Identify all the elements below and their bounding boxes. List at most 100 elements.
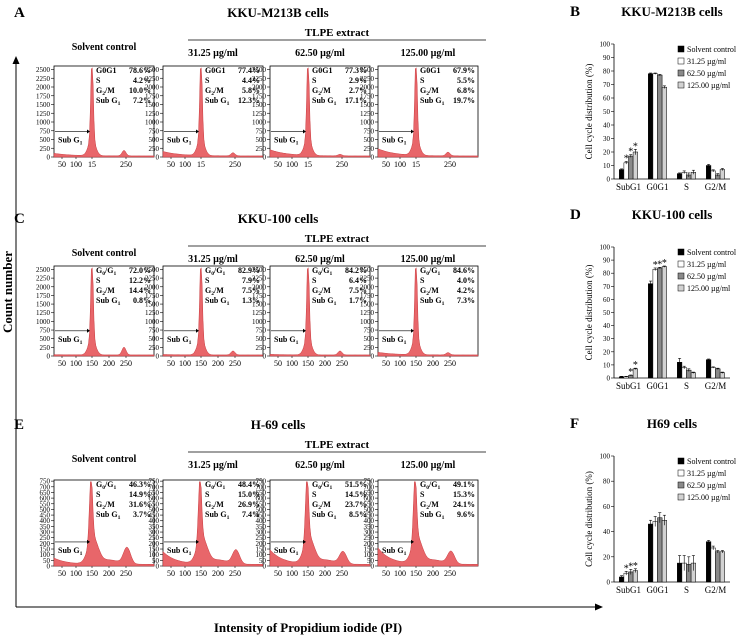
y-tick-label: 1500 [36, 301, 51, 309]
y-tick-label: 100 [364, 551, 375, 559]
y-tick-label: 50 [259, 557, 267, 565]
significance-mark: * [633, 561, 638, 572]
y-tick-label: 700 [40, 483, 51, 491]
y-tick-label: 50 [152, 557, 160, 565]
x-tick-label: 250 [336, 359, 348, 368]
y-tick-label: 2000 [252, 84, 267, 92]
panel-letter-D: D [570, 207, 581, 223]
histogram-panel: 62.50 µg/ml05010015020025030035040045050… [256, 460, 371, 578]
y-tick-label: 350 [364, 523, 375, 531]
bar [648, 523, 654, 583]
subg1-marker-label: Sub G1 [58, 335, 83, 346]
y-tick-label: 600 [364, 495, 375, 503]
y-tick-label: 250 [149, 534, 160, 542]
stat-name: G2/M [312, 286, 331, 297]
y-tick-label: 650 [256, 489, 267, 497]
histogram-panel: 125.00 µg/ml0501001502002503003504004505… [364, 460, 479, 578]
stat-name: S [205, 490, 210, 499]
y-tick-label: 600 [40, 495, 51, 503]
y-tick-label: 2500 [36, 266, 51, 274]
bar [706, 541, 712, 583]
bar [681, 367, 687, 379]
legend-swatch [677, 481, 685, 489]
y-tick-label: 2250 [252, 275, 267, 283]
y-tick-label: 150 [256, 546, 267, 554]
y-axis-label: Count number [0, 251, 15, 333]
y-tick-label: 100 [256, 551, 267, 559]
bar-category-label: S [684, 381, 689, 391]
bar-category-label: SubG1 [616, 585, 641, 595]
bar-chart-D: D KKU-100 cells Cell cycle distribution (%… [570, 207, 737, 391]
histogram-condition-label: 31.25 µg/ml [188, 254, 238, 265]
x-tick-label: 250 [336, 160, 348, 169]
stat-name: G2/M [420, 500, 439, 511]
significance-mark: * [633, 141, 638, 152]
legend-swatch [677, 69, 685, 77]
y-tick-label: 50 [43, 557, 51, 565]
histogram-condition-label: Solvent control [72, 248, 137, 259]
y-tick-label: 2500 [36, 66, 51, 74]
x-tick-label: 50 [274, 569, 282, 578]
x-tick-label: 250 [120, 359, 132, 368]
x-tick-label: 50 [58, 160, 66, 169]
stat-value: 14.9% [129, 490, 151, 499]
y-tick-label: 150 [149, 546, 160, 554]
bar-category-label: G2/M [705, 381, 727, 391]
y-tick-label: 1250 [145, 110, 160, 118]
stat-name: Sub G1 [312, 96, 337, 107]
stat-name: G2/M [96, 286, 115, 297]
stat-value: 48.4% [238, 480, 260, 489]
y-tick-label: 100 [40, 551, 51, 559]
y-tick-label: 750 [256, 478, 267, 486]
stat-name: S [420, 490, 425, 499]
y-tick-label: 300 [364, 529, 375, 537]
stat-value: 24.1% [453, 500, 475, 509]
figure-dynamic-layer: A KKU-M213B cells TLPE extract Solvent cont… [14, 4, 737, 595]
y-tick-label: 1000 [360, 119, 375, 127]
legend-swatch [677, 260, 685, 268]
y-tick-label: 450 [364, 512, 375, 520]
y-tick-label: 1750 [36, 92, 51, 100]
significance-mark: * [624, 153, 629, 164]
y-tick-label: 700 [256, 483, 267, 491]
y-tick-label: 650 [149, 489, 160, 497]
y-tick-label: 1750 [360, 92, 375, 100]
subg1-marker-label: Sub G1 [167, 136, 192, 147]
panel-letter-A: A [14, 5, 25, 21]
stat-name: S [312, 490, 317, 499]
x-tick-label: 100 [394, 569, 406, 578]
bar-y-tick-label: 20 [603, 348, 611, 356]
y-tick-label: 700 [364, 483, 375, 491]
tlpe-label: TLPE extract [305, 233, 370, 245]
stat-value: 46.3% [129, 480, 151, 489]
bar [661, 520, 667, 583]
stat-value: 4.2% [457, 286, 475, 295]
x-tick-label: 200 [319, 359, 331, 368]
bar-y-tick-label: 0 [607, 375, 611, 383]
y-tick-label: 1250 [252, 309, 267, 317]
stat-value: 14.4% [129, 286, 151, 295]
y-tick-label: 150 [364, 546, 375, 554]
bar-y-tick-label: 0 [607, 579, 611, 587]
stat-name: G0/G1 [96, 266, 116, 277]
stat-name: S [312, 276, 317, 285]
subg1-marker-label: Sub G1 [382, 546, 407, 557]
row-title: KKU-M213B cells [227, 5, 328, 20]
y-tick-label: 0 [371, 154, 375, 162]
bar-y-tick-label: 50 [603, 309, 611, 317]
stat-name: S [96, 276, 101, 285]
x-tick-label: 50 [58, 569, 66, 578]
significance-mark: * [628, 367, 633, 378]
stat-value: 14.5% [345, 490, 367, 499]
bar-chart-title: KKU-M213B cells [621, 4, 722, 19]
x-tick-label: 200 [427, 359, 439, 368]
x-tick-label: 200 [103, 569, 115, 578]
stat-name: G0/G1 [96, 480, 116, 491]
y-tick-label: 300 [256, 529, 267, 537]
bar [719, 372, 725, 379]
x-tick-label: 50 [167, 569, 175, 578]
subg1-marker-arrowhead [87, 328, 90, 333]
y-tick-label: 600 [256, 495, 267, 503]
legend-swatch [677, 57, 685, 65]
bar-y-tick-label: 80 [603, 478, 611, 486]
